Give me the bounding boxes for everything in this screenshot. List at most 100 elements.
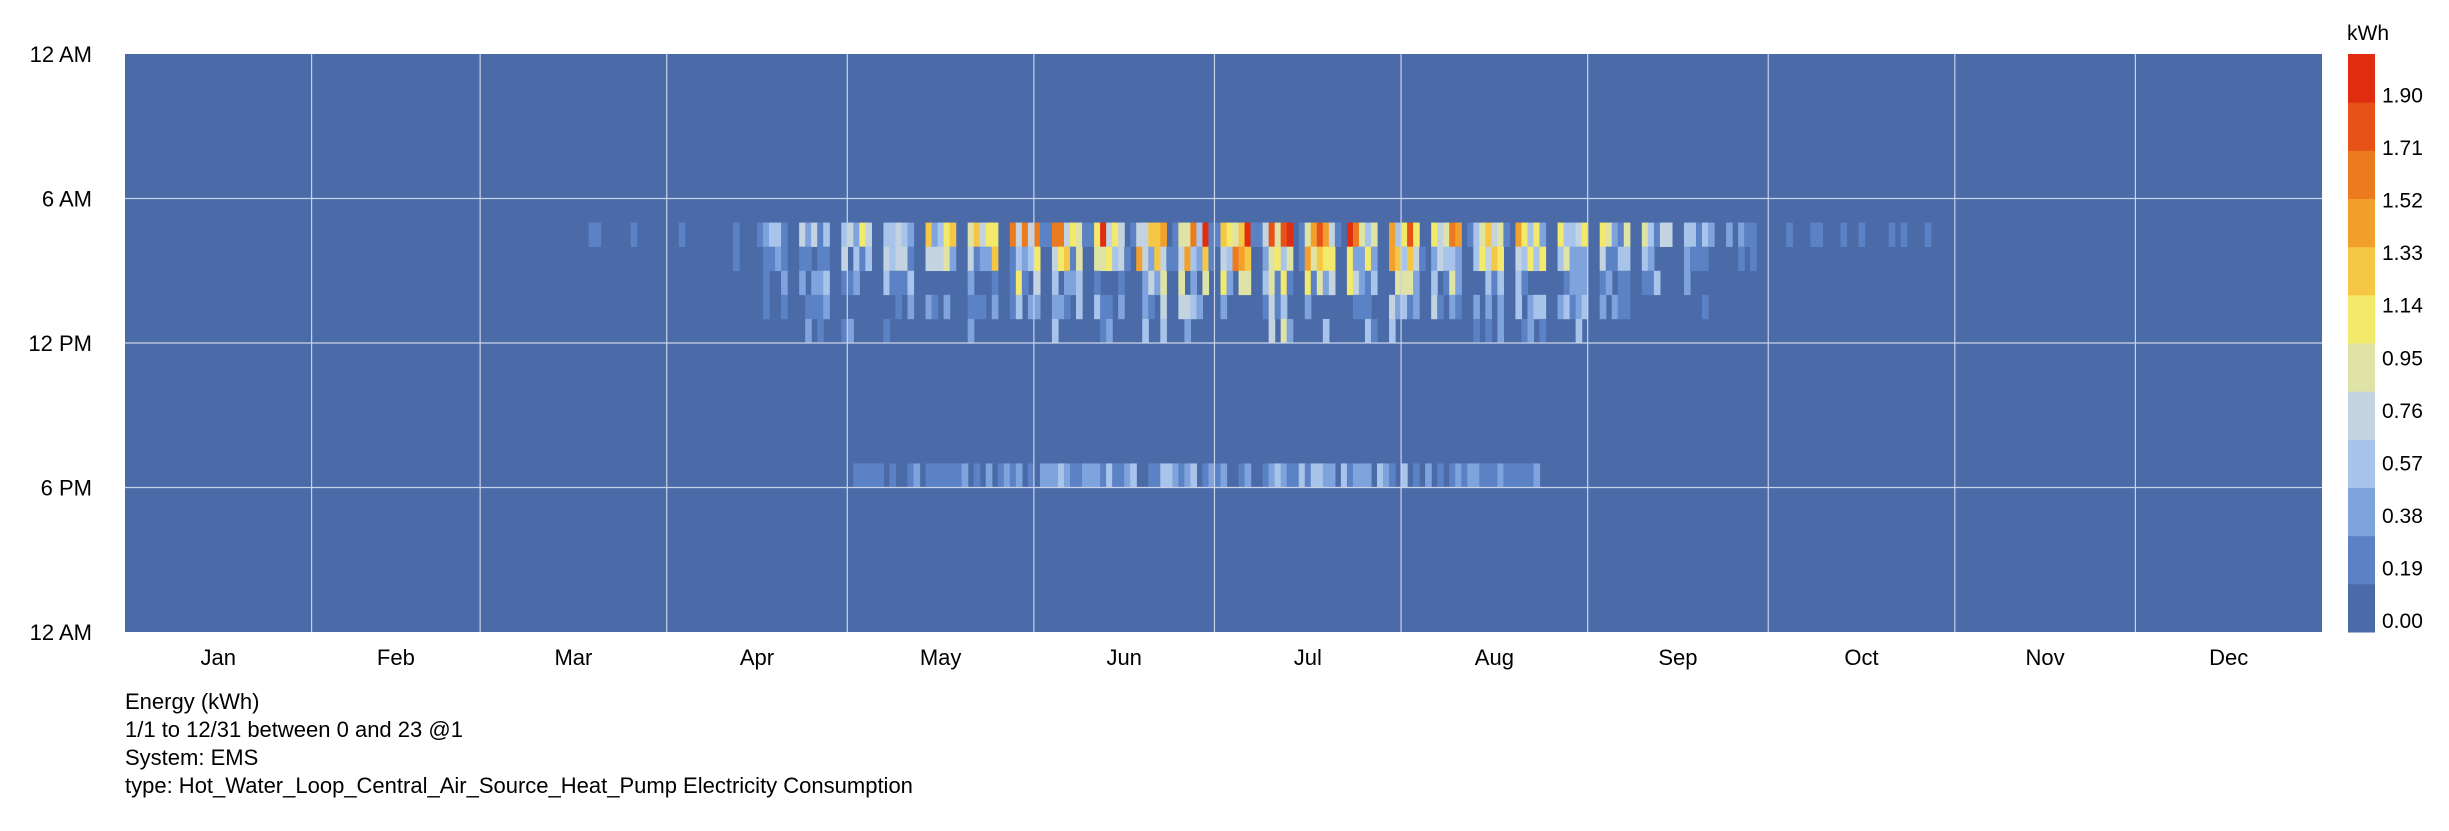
heatmap-cell xyxy=(1274,270,1282,296)
heatmap-cell xyxy=(1702,222,1709,247)
heatmap-cell xyxy=(1184,318,1191,344)
heatmap-cell xyxy=(763,246,770,272)
heatmap-cell xyxy=(1358,463,1366,488)
heatmap-cell xyxy=(1407,294,1414,320)
heatmap-cell xyxy=(895,222,903,247)
heatmap-cell xyxy=(1322,222,1330,247)
heatmap-cell xyxy=(1244,270,1252,296)
heatmap-cell xyxy=(1395,270,1402,296)
heatmap-cell xyxy=(1401,463,1408,488)
heatmap-cell xyxy=(985,246,993,272)
heatmap-cell xyxy=(1015,222,1023,247)
heatmap-cell xyxy=(1268,246,1276,272)
info-line-range: 1/1 to 12/31 between 0 and 23 @1 xyxy=(125,717,463,742)
heatmap-cell xyxy=(1575,246,1583,272)
heatmap-cell xyxy=(1370,246,1378,272)
colorbar-swatch xyxy=(2348,391,2375,440)
heatmap-cell xyxy=(1286,318,1294,344)
heatmap-cell xyxy=(1497,270,1504,296)
x-tick-label: Jul xyxy=(1294,645,1322,670)
heatmap-cell xyxy=(889,463,897,488)
heatmap-cell xyxy=(1328,246,1336,272)
heatmap-cell xyxy=(1605,246,1613,272)
heatmap-cell xyxy=(1449,246,1456,272)
heatmap-cell xyxy=(1142,246,1149,272)
heatmap-cell xyxy=(1184,294,1191,320)
heatmap-cell xyxy=(1166,246,1173,272)
heatmap-cell xyxy=(1082,463,1089,488)
heatmap-cell xyxy=(1322,246,1330,272)
heatmap-cells xyxy=(588,222,1932,488)
heatmap-cell xyxy=(811,222,818,247)
heatmap-cell xyxy=(1148,222,1155,247)
heatmap-cell xyxy=(1521,463,1529,488)
heatmap-cell xyxy=(1310,463,1318,488)
heatmap-cell xyxy=(1569,270,1577,296)
heatmap-cell xyxy=(907,270,915,296)
heatmap-cell xyxy=(847,318,854,344)
heatmap-cell xyxy=(1401,294,1408,320)
heatmap-cell xyxy=(1286,246,1294,272)
colorbar-swatch xyxy=(2348,343,2375,392)
heatmap-cell xyxy=(1443,222,1450,247)
heatmap-cell xyxy=(1605,270,1613,296)
heatmap-cell xyxy=(1178,246,1185,272)
colorbar-unit-label: kWh xyxy=(2347,22,2389,45)
heatmap-cell xyxy=(1238,246,1246,272)
heatmap-cell xyxy=(1268,463,1276,488)
heatmap-cell xyxy=(1280,222,1288,247)
heatmap-cell xyxy=(1148,246,1155,272)
heatmap-cell xyxy=(1557,294,1565,320)
heatmap-cell xyxy=(1515,294,1523,320)
heatmap-cell xyxy=(1021,246,1029,272)
x-tick-label: Jan xyxy=(201,645,236,670)
heatmap-cell xyxy=(1322,270,1330,296)
heatmap-cell xyxy=(1437,463,1444,488)
heatmap-cell xyxy=(1142,222,1149,247)
heatmap-cell xyxy=(775,246,782,272)
heatmap-cell xyxy=(1262,294,1270,320)
heatmap-cell xyxy=(925,246,933,272)
heatmap-cell xyxy=(1364,294,1372,320)
heatmap-cell xyxy=(1497,246,1504,272)
colorbar-swatch xyxy=(2348,102,2375,151)
heatmap-cell xyxy=(943,246,951,272)
heatmap-cell xyxy=(1148,270,1155,296)
heatmap-cell xyxy=(931,463,939,488)
heatmap-cell xyxy=(1437,246,1444,272)
heatmap-cell xyxy=(1136,222,1143,247)
heatmap-cell xyxy=(1280,318,1288,344)
heatmap-cell xyxy=(877,463,885,488)
heatmap-cell xyxy=(1407,270,1414,296)
heatmap-cell xyxy=(1160,222,1167,247)
heatmap-cell xyxy=(1641,246,1649,272)
heatmap-cell xyxy=(630,222,638,247)
heatmap-cell xyxy=(1027,222,1035,247)
heatmap-cell xyxy=(1407,222,1414,247)
heatmap-cell xyxy=(1322,463,1330,488)
heatmap-cell xyxy=(1473,318,1480,344)
heatmap-cell xyxy=(1413,294,1420,320)
heatmap-cell xyxy=(931,246,939,272)
heatmap-cell xyxy=(1274,222,1282,247)
colorbar-swatch xyxy=(2348,198,2375,248)
heatmap-cell xyxy=(1190,270,1198,296)
heatmap-cell xyxy=(1057,222,1065,247)
heatmap-cell xyxy=(1352,463,1360,488)
heatmap-cell xyxy=(1148,463,1155,488)
heatmap-cell xyxy=(1142,294,1149,320)
colorbar-tick-label: 1.90 xyxy=(2382,85,2423,108)
heatmap-cell xyxy=(1683,246,1691,272)
heatmap-cell xyxy=(1226,270,1234,296)
heatmap-cell xyxy=(1473,246,1480,272)
heatmap-cell xyxy=(678,222,686,247)
heatmap-cell xyxy=(1316,463,1324,488)
heatmap-cell xyxy=(1539,222,1547,247)
y-tick-label: 12 AM xyxy=(30,620,92,645)
heatmap-cell xyxy=(1178,270,1185,296)
heatmap-cell xyxy=(1383,463,1390,488)
heatmap-cell xyxy=(1202,246,1210,272)
heatmap-cell xyxy=(1015,463,1023,488)
heatmap-cell xyxy=(1160,463,1167,488)
heatmap-cell xyxy=(1033,246,1041,272)
